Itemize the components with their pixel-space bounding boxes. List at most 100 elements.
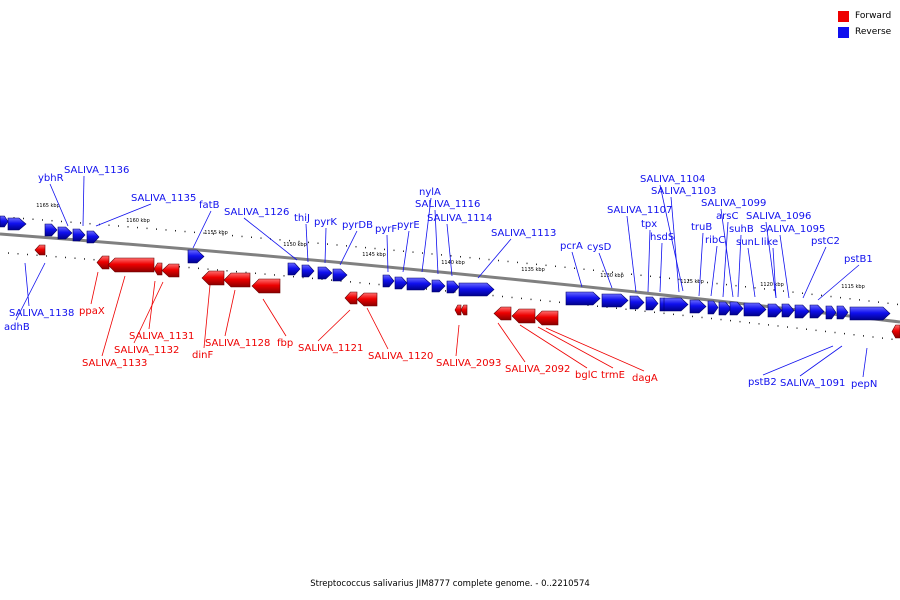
forward-gene-arrow bbox=[493, 306, 512, 321]
reverse-leader-line bbox=[446, 223, 453, 277]
reverse-gene-label-hsds: hsdS bbox=[650, 232, 674, 243]
reverse-leader-line bbox=[670, 196, 680, 293]
minor-tick bbox=[792, 291, 794, 293]
reverse-gene-label-saliva-1113: SALIVA_1113 bbox=[491, 228, 556, 239]
minor-tick bbox=[93, 258, 95, 261]
minor-tick bbox=[840, 296, 841, 299]
minor-tick bbox=[23, 217, 24, 220]
forward-gene-label-dinf: dinF bbox=[192, 350, 213, 361]
reverse-gene-arrow bbox=[663, 297, 689, 312]
minor-tick bbox=[559, 301, 560, 304]
reverse-gene-arrow bbox=[809, 304, 825, 319]
minor-tick bbox=[536, 263, 537, 266]
minor-tick bbox=[834, 331, 836, 334]
reverse-leader-line bbox=[421, 197, 432, 273]
minor-tick bbox=[203, 232, 205, 234]
forward-leader-line bbox=[455, 324, 460, 357]
minor-tick bbox=[872, 336, 874, 338]
minor-tick bbox=[127, 226, 129, 228]
minor-tick bbox=[882, 337, 883, 339]
reverse-leader-line bbox=[720, 208, 734, 298]
minor-tick bbox=[65, 256, 66, 259]
minor-tick bbox=[207, 268, 209, 270]
reverse-gene-arrow bbox=[7, 217, 27, 231]
reverse-gene-label-saliva-1107: SALIVA_1107 bbox=[607, 205, 672, 216]
reverse-leader-line bbox=[626, 215, 637, 293]
reverse-gene-arrow bbox=[743, 302, 767, 317]
reverse-gene-arrow bbox=[458, 282, 495, 297]
reverse-gene-arrow bbox=[629, 295, 645, 310]
minor-tick bbox=[36, 254, 38, 256]
minor-tick bbox=[479, 257, 480, 260]
minor-tick bbox=[84, 258, 85, 260]
minor-tick bbox=[226, 270, 228, 272]
minor-tick bbox=[431, 253, 433, 255]
minor-tick bbox=[521, 297, 522, 300]
forward-gene-label-daga: dagA bbox=[632, 373, 658, 384]
legend: Forward Reverse bbox=[838, 8, 891, 40]
reverse-gene-label-ybhr: ybhR bbox=[38, 173, 64, 184]
reverse-gene-label-adhb: adhB bbox=[4, 322, 30, 333]
forward-leader-line bbox=[519, 324, 588, 369]
minor-tick bbox=[445, 290, 446, 292]
minor-tick bbox=[635, 309, 636, 312]
minor-tick bbox=[697, 280, 699, 283]
minor-tick bbox=[787, 326, 788, 328]
forward-gene-label-saliva-2092: SALIVA_2092 bbox=[505, 364, 570, 375]
minor-tick bbox=[726, 283, 727, 286]
reverse-leader-line bbox=[779, 234, 790, 299]
reverse-leader-line bbox=[799, 345, 843, 377]
minor-tick bbox=[815, 329, 817, 332]
minor-tick bbox=[42, 219, 43, 221]
minor-tick bbox=[597, 305, 598, 307]
minor-tick bbox=[289, 239, 290, 242]
minor-tick bbox=[46, 255, 47, 257]
reverse-leader-line bbox=[659, 184, 684, 292]
minor-tick bbox=[730, 319, 731, 322]
scale-tick-label: 1155 kbp bbox=[204, 230, 228, 236]
scale-tick-label: 1120 kbp bbox=[760, 282, 784, 288]
scale-tick-label: 1150 kbp bbox=[283, 242, 307, 248]
minor-tick bbox=[74, 257, 76, 259]
reverse-gene-label-suhb: suhB bbox=[729, 224, 754, 235]
reverse-gene-arrow bbox=[86, 230, 100, 244]
reverse-gene-label-saliva-1095: SALIVA_1095 bbox=[760, 224, 825, 235]
minor-tick bbox=[137, 226, 138, 229]
forward-gene-label-saliva-1131: SALIVA_1131 bbox=[129, 331, 194, 342]
minor-tick bbox=[241, 235, 243, 238]
reverse-leader-line bbox=[386, 234, 389, 273]
minor-tick bbox=[251, 236, 252, 239]
legend-item-reverse: Reverse bbox=[838, 24, 891, 40]
reverse-gene-label-pstb2: pstB2 bbox=[748, 377, 777, 388]
minor-tick bbox=[540, 299, 541, 302]
reverse-gene-label-pyrf: pyrF bbox=[375, 224, 397, 235]
forward-gene-arrow bbox=[460, 304, 468, 316]
reverse-gene-arrow bbox=[689, 299, 707, 314]
reverse-gene-label-saliva-1138: SALIVA_1138 bbox=[9, 308, 74, 319]
minor-tick bbox=[317, 242, 319, 244]
reverse-leader-line bbox=[659, 242, 663, 293]
minor-tick bbox=[863, 335, 864, 337]
reverse-gene-label-saliva-1103: SALIVA_1103 bbox=[651, 186, 716, 197]
reverse-leader-line bbox=[710, 245, 718, 297]
minor-tick bbox=[806, 328, 807, 330]
forward-gene-arrow bbox=[344, 291, 358, 305]
minor-tick bbox=[108, 224, 110, 226]
forward-gene-arrow bbox=[223, 272, 251, 288]
reverse-leader-line bbox=[243, 217, 298, 261]
minor-tick bbox=[346, 245, 347, 247]
minor-tick bbox=[821, 294, 822, 297]
forward-leader-line bbox=[317, 309, 351, 342]
reverse-gene-arrow bbox=[836, 305, 849, 320]
minor-tick bbox=[217, 269, 218, 271]
forward-gene-arrow bbox=[161, 263, 180, 278]
minor-tick bbox=[530, 298, 532, 301]
minor-tick bbox=[308, 241, 309, 244]
reverse-gene-arrow bbox=[317, 266, 333, 280]
minor-tick bbox=[17, 253, 19, 255]
minor-tick bbox=[188, 266, 190, 269]
forward-gene-label-ppax: ppaX bbox=[79, 306, 105, 317]
reverse-gene-arrow bbox=[44, 223, 58, 237]
minor-tick bbox=[711, 317, 712, 320]
